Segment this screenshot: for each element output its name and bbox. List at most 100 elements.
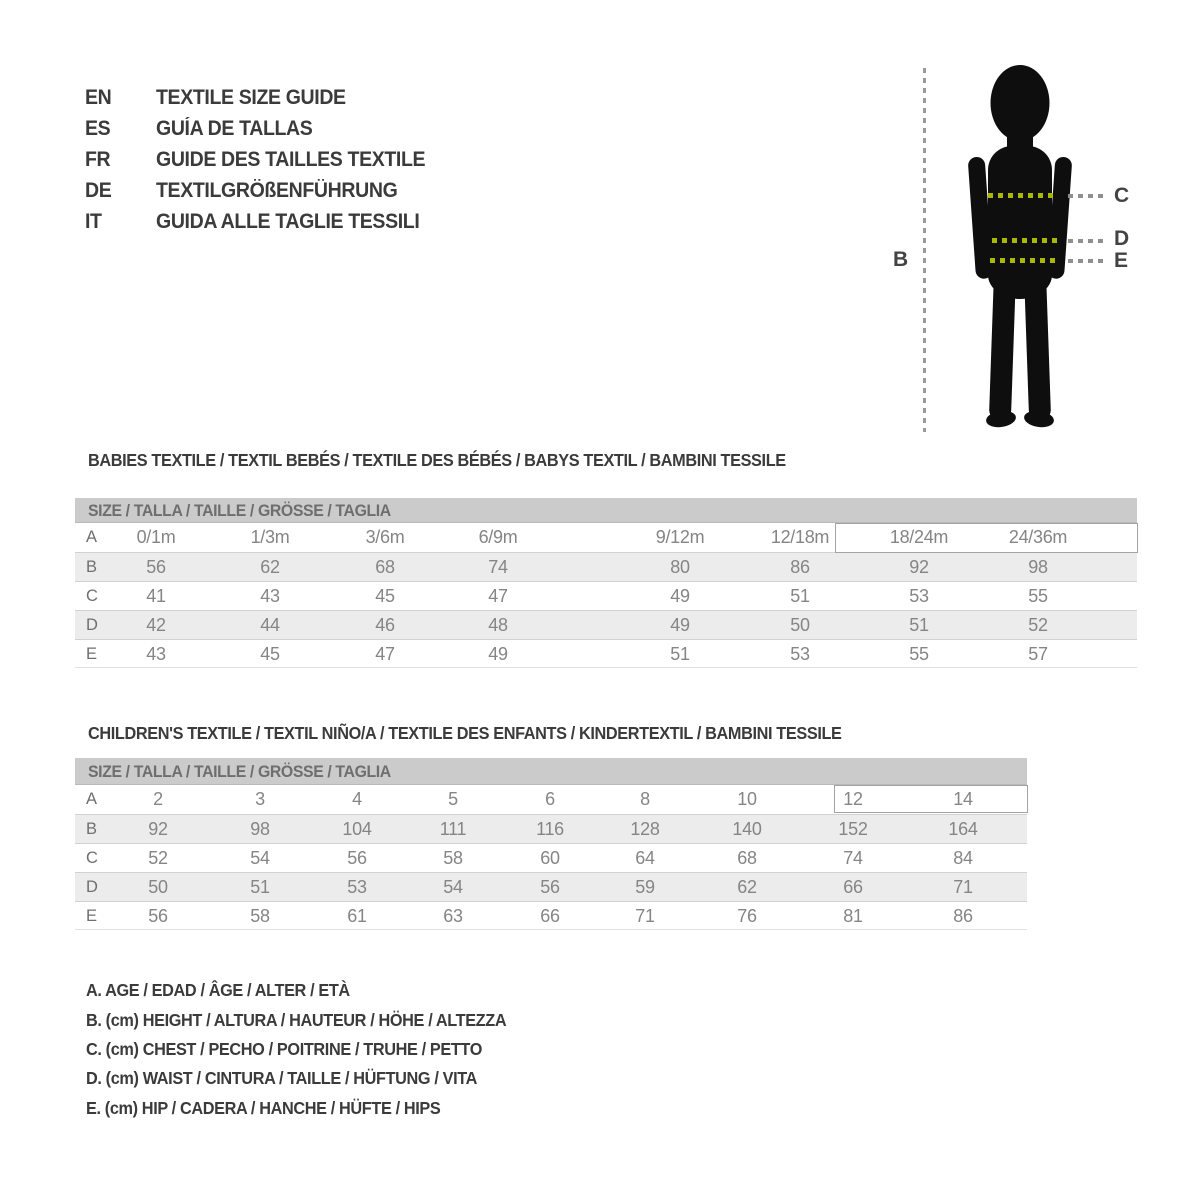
table-cell: 54: [443, 877, 463, 897]
table-cell: 50: [790, 615, 810, 635]
table-cell: 6: [545, 789, 555, 809]
legend-text: A. AGE / EDAD / ÂGE / ALTER / ETÀ: [86, 980, 350, 1001]
table-cell: 43: [146, 644, 166, 664]
babies-heading: BABIES TEXTILE / TEXTIL BEBÉS / TEXTILE …: [88, 450, 786, 470]
table-cell: 47: [488, 586, 508, 606]
height-dotted-line: [923, 68, 926, 432]
table-cell: 18/24m: [889, 527, 949, 547]
table-cell: 8: [640, 789, 650, 809]
language-list: EN TEXTILE SIZE GUIDE ES GUÍA DE TALLAS FR GU…: [85, 82, 445, 237]
row-label: C: [86, 587, 98, 605]
hip-dash-gray: [1068, 259, 1106, 263]
chest-label: C: [1114, 184, 1130, 207]
children-size-header: SIZE / TALLA / TAILLE / GRÖSSE / TAGLIA: [88, 762, 391, 781]
table-cell: 58: [250, 906, 270, 926]
children-highlight-box: [834, 785, 1028, 813]
waist-label: D: [1114, 227, 1130, 250]
table-cell: 71: [635, 906, 655, 926]
table-row: C 41 43 45 47 49 51 53 55: [75, 581, 1137, 610]
table-cell: 62: [737, 877, 757, 897]
row-label: D: [86, 878, 98, 896]
table-cell: 2: [153, 789, 163, 809]
row-label: C: [86, 849, 98, 867]
measurement-legend: A. AGE / EDAD / ÂGE / ALTER / ETÀ B. (cm)…: [86, 976, 538, 1123]
table-cell: 59: [635, 877, 655, 897]
table-cell: 41: [146, 586, 166, 606]
language-row: DE TEXTILGRÖßENFÜHRUNG: [85, 175, 445, 206]
babies-size-header: SIZE / TALLA / TAILLE / GRÖSSE / TAGLIA: [88, 501, 391, 520]
language-title: GUÍA DE TALLAS: [156, 116, 313, 140]
table-cell: 68: [737, 848, 757, 868]
table-cell: 71: [953, 877, 973, 897]
table-cell: 76: [737, 906, 757, 926]
chest-dash-gray: [1068, 194, 1106, 198]
language-title: TEXTILGRÖßENFÜHRUNG: [156, 178, 398, 202]
table-cell: 24/36m: [1008, 527, 1068, 547]
table-cell: 49: [488, 644, 508, 664]
language-row: FR GUIDE DES TAILLES TEXTILE: [85, 144, 445, 175]
legend-text: C. (cm) CHEST / PECHO / POITRINE / TRUHE…: [86, 1038, 483, 1059]
table-cell: 52: [148, 848, 168, 868]
table-row: A 0/1m 1/3m 3/6m 6/9m 9/12m 12/18m 18/24m 24/36m: [75, 523, 1137, 552]
babies-highlight-box: [835, 523, 1138, 553]
table-cell: 164: [948, 819, 978, 839]
legend-text: D. (cm) WAIST / CINTURA / TAILLE / HÜFTU…: [86, 1068, 478, 1089]
child-silhouette: [968, 65, 1072, 428]
chest-dash-green: [988, 193, 1056, 198]
babies-table-body: A 0/1m 1/3m 3/6m 6/9m 9/12m 12/18m 18/24m 24/36m…: [75, 523, 1137, 668]
table-cell: 53: [909, 586, 929, 606]
table-cell: 3: [255, 789, 265, 809]
table-row: D 50 51 53 54 56 59 62 66 71: [75, 872, 1027, 901]
language-code: ES: [85, 116, 111, 140]
hip-dash-green: [990, 258, 1060, 263]
table-row: A 2 3 4 5 6 8 10 12 14: [75, 785, 1027, 814]
table-cell: 54: [250, 848, 270, 868]
language-row: IT GUIDA ALLE TAGLIE TESSILI: [85, 206, 445, 237]
babies-table: SIZE / TALLA / TAILLE / GRÖSSE / TAGLIA …: [75, 498, 1138, 668]
waist-dash-gray: [1068, 239, 1106, 243]
language-title: GUIDE DES TAILLES TEXTILE: [156, 147, 426, 171]
table-cell: 60: [540, 848, 560, 868]
table-cell: 1/3m: [250, 527, 290, 547]
table-cell: 10: [737, 789, 757, 809]
table-cell: 0/1m: [136, 527, 176, 547]
table-cell: 84: [953, 848, 973, 868]
table-row: B 56 62 68 74 80 86 92 98: [75, 552, 1137, 581]
language-title: TEXTILE SIZE GUIDE: [156, 85, 346, 109]
table-cell: 46: [375, 615, 395, 635]
row-label: E: [86, 907, 98, 925]
table-cell: 43: [260, 586, 280, 606]
language-row: ES GUÍA DE TALLAS: [85, 113, 445, 144]
table-cell: 116: [536, 819, 564, 839]
table-cell: 12/18m: [770, 527, 830, 547]
table-cell: 53: [347, 877, 367, 897]
language-code: IT: [85, 209, 102, 233]
table-cell: 62: [260, 557, 280, 577]
table-cell: 140: [732, 819, 762, 839]
table-cell: 5: [448, 789, 458, 809]
table-row: E 56 58 61 63 66 71 76 81 86: [75, 901, 1027, 930]
table-row: C 52 54 56 58 60 64 68 74 84: [75, 843, 1027, 872]
table-cell: 3/6m: [365, 527, 405, 547]
table-cell: 53: [790, 644, 810, 664]
table-cell: 6/9m: [478, 527, 518, 547]
row-label: A: [86, 528, 98, 546]
row-label: E: [86, 645, 98, 663]
hip-label: E: [1114, 249, 1129, 272]
table-cell: 45: [260, 644, 280, 664]
table-cell: 74: [843, 848, 863, 868]
table-cell: 51: [670, 644, 690, 664]
table-cell: 47: [375, 644, 395, 664]
table-cell: 98: [1028, 557, 1048, 577]
table-cell: 63: [443, 906, 463, 926]
table-cell: 49: [670, 586, 690, 606]
table-cell: 57: [1028, 644, 1048, 664]
height-label: B: [893, 248, 909, 271]
table-cell: 56: [540, 877, 560, 897]
table-cell: 68: [375, 557, 395, 577]
children-table-body: A 2 3 4 5 6 8 10 12 14 B 92 98 104 111 116 128 140 152 164 C…: [75, 785, 1027, 930]
table-cell: 80: [670, 557, 690, 577]
table-cell: 92: [148, 819, 168, 839]
table-cell: 66: [843, 877, 863, 897]
